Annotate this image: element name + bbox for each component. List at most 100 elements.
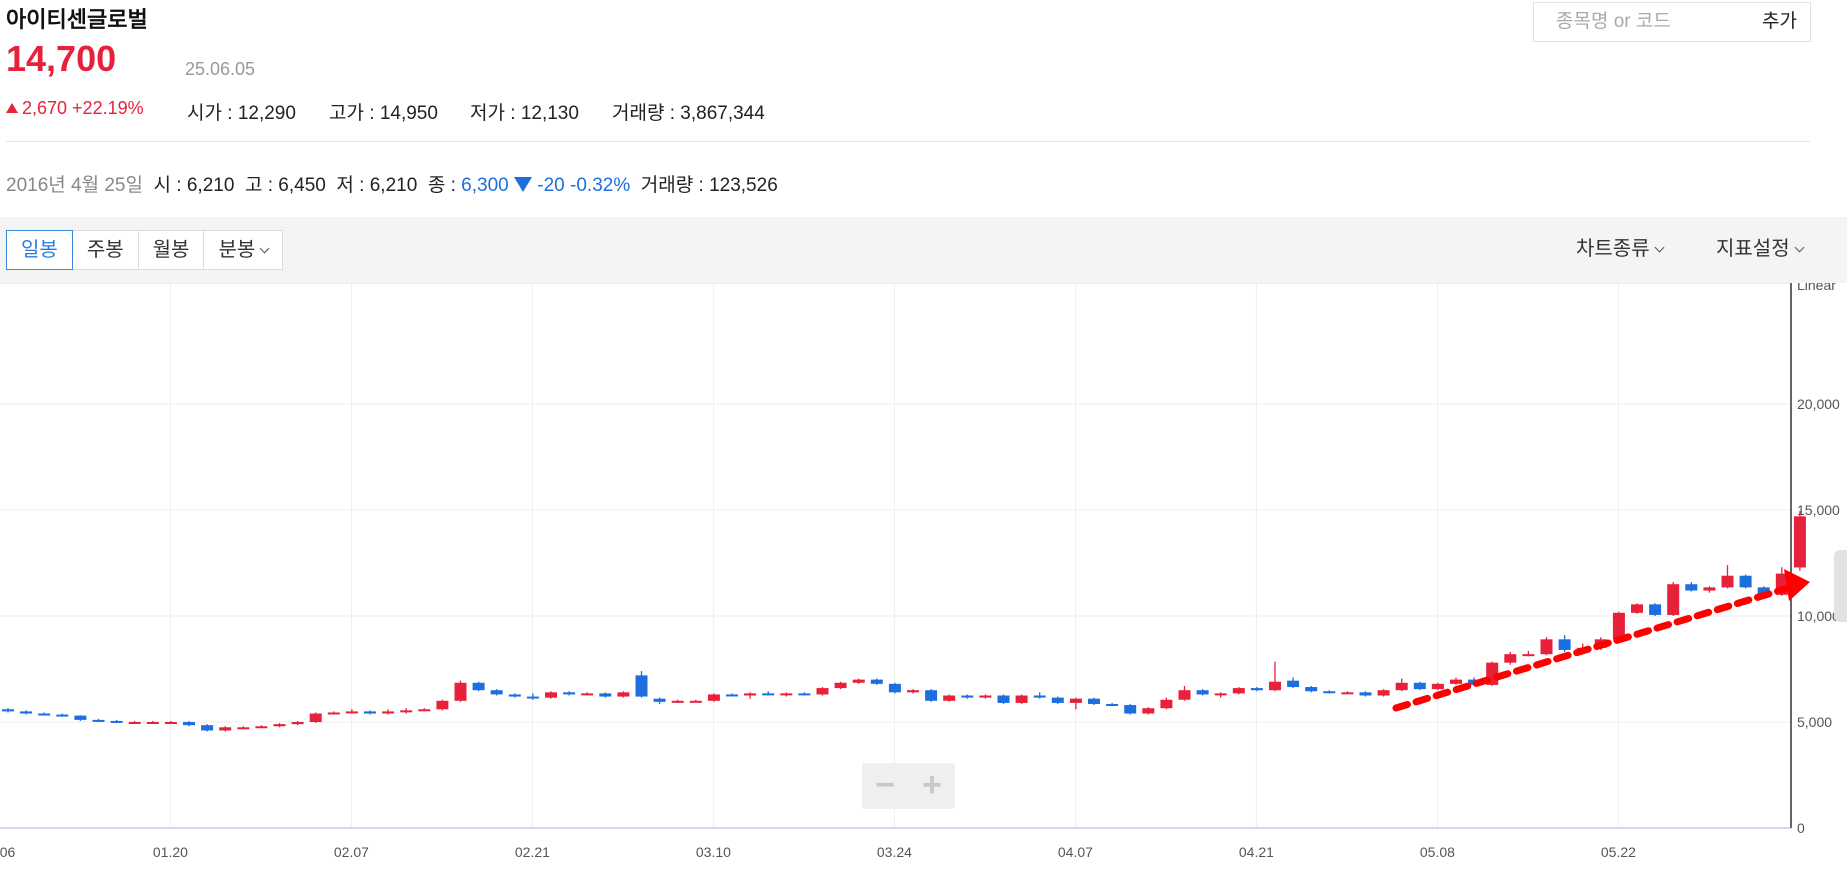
y-tick-label: 5,000 [1797, 714, 1832, 730]
stat-high: 고가 : 14,950 [329, 98, 438, 125]
candle-body [1558, 639, 1571, 650]
candle-body [961, 695, 974, 698]
candle-body [907, 690, 919, 693]
y-tick-label: 20,000 [1797, 396, 1840, 412]
candle-body [689, 700, 702, 703]
candle-body [834, 682, 847, 689]
candle-body [110, 720, 123, 723]
chevron-down-icon [259, 243, 270, 254]
candle-body [1721, 575, 1734, 588]
stat-low-value: 12,130 [520, 103, 579, 124]
candle-body [1214, 693, 1227, 696]
hover-change: -20 [537, 175, 565, 196]
stat-open: 시가 : 12,290 [187, 98, 296, 125]
candle-body [798, 693, 811, 696]
stat-open-value: 12,290 [237, 103, 296, 124]
x-tick-label: 04.07 [1058, 844, 1093, 860]
hover-date: 2016년 4월 25일 [6, 175, 143, 196]
candle-body [726, 694, 738, 697]
x-tick-label: 01.20 [153, 844, 188, 860]
y-tick-label: 0 [1797, 820, 1805, 836]
candle-body [744, 693, 757, 696]
candle-body [979, 695, 992, 698]
stat-high-label: 고가 : [329, 103, 375, 124]
candle-body [1649, 604, 1662, 615]
candle-body [1269, 681, 1281, 691]
candle-body [762, 693, 775, 696]
candle-body [1413, 682, 1426, 690]
tab-weekly[interactable]: 주봉 [72, 230, 139, 270]
tab-minute[interactable]: 분봉 [204, 230, 284, 270]
candlestick-chart[interactable]: 06 01.20 02.07 02.21 03.10 03.24 04.07 04.21 05.… [0, 277, 1847, 878]
candle-body [1739, 575, 1752, 588]
chevron-down-icon [1654, 242, 1665, 253]
zoom-in-icon[interactable]: + [922, 766, 942, 804]
stat-high-value: 14,950 [379, 103, 438, 124]
add-button[interactable]: 추가 [1749, 2, 1811, 42]
candle-body [436, 700, 449, 710]
candle-body [164, 722, 177, 724]
chart-toolbar [0, 217, 1847, 283]
candle-body [1178, 690, 1191, 700]
candle-body [526, 696, 539, 699]
x-tick-label: 05.22 [1601, 844, 1636, 860]
candle-body [345, 711, 358, 714]
candle-body [707, 694, 720, 701]
candle-body [1431, 683, 1444, 690]
candle-body [201, 725, 214, 731]
header-divider [6, 141, 1810, 142]
trend-arrow-head [1784, 569, 1810, 601]
chart-type-menu[interactable]: 차트종류 [1576, 230, 1665, 268]
triangle-down-icon [514, 177, 532, 192]
candle-body [1667, 584, 1680, 615]
candle-body [581, 693, 594, 696]
stock-search-input[interactable] [1534, 3, 1748, 41]
x-tick-label: 03.10 [696, 844, 731, 860]
candle-body [1142, 708, 1155, 714]
triangle-up-icon [6, 103, 18, 113]
candle-body [1703, 587, 1716, 591]
hover-change-pct: -0.32% [570, 175, 631, 196]
candle-body [183, 722, 195, 726]
stat-volume-label: 거래량 : [612, 103, 675, 124]
candle-body [1015, 695, 1028, 703]
y-tick-label: 15,000 [1797, 502, 1840, 518]
stat-low-label: 저가 : [470, 103, 516, 124]
side-panel-handle[interactable] [1834, 550, 1847, 622]
candle-body [1160, 699, 1173, 709]
candle-body [237, 727, 250, 730]
hover-high: 6,450 [278, 175, 326, 196]
candle-body [418, 709, 431, 712]
zoom-out-icon[interactable]: − [875, 766, 895, 804]
candle-body [1359, 692, 1372, 696]
tab-minute-label: 분봉 [218, 239, 256, 261]
candle-body [92, 719, 105, 722]
hover-volume-label: 거래량 : [640, 175, 704, 196]
candle-body [816, 688, 829, 695]
candle-body [1757, 587, 1770, 595]
chart-svg: 06 01.20 02.07 02.21 03.10 03.24 04.07 04.21 05.… [0, 277, 1840, 860]
candle-body [490, 690, 503, 695]
candle-body [1250, 688, 1263, 691]
candle-body [1377, 690, 1390, 696]
tab-monthly[interactable]: 월봉 [138, 230, 205, 270]
candle-body [382, 711, 395, 714]
candle-body [472, 682, 485, 691]
candle-body [780, 693, 793, 696]
candle-body [454, 682, 467, 701]
indicator-settings-menu[interactable]: 지표설정 [1716, 230, 1805, 268]
candle-body [1540, 639, 1553, 655]
candle-body [888, 683, 901, 693]
candle-body [852, 679, 865, 683]
candle-body [617, 692, 630, 697]
hover-low: 6,210 [369, 175, 418, 196]
candle-body [943, 695, 956, 701]
stat-volume-value: 3,867,344 [680, 103, 765, 124]
current-price: 14,700 [6, 38, 117, 79]
candle-body [1341, 692, 1354, 695]
candle-body [1124, 705, 1137, 714]
tab-daily[interactable]: 일봉 [6, 230, 73, 270]
zoom-control: − + [862, 763, 955, 809]
x-tick-label: 02.21 [515, 844, 550, 860]
period-tabs: 일봉 주봉 월봉 분봉 [6, 230, 284, 270]
